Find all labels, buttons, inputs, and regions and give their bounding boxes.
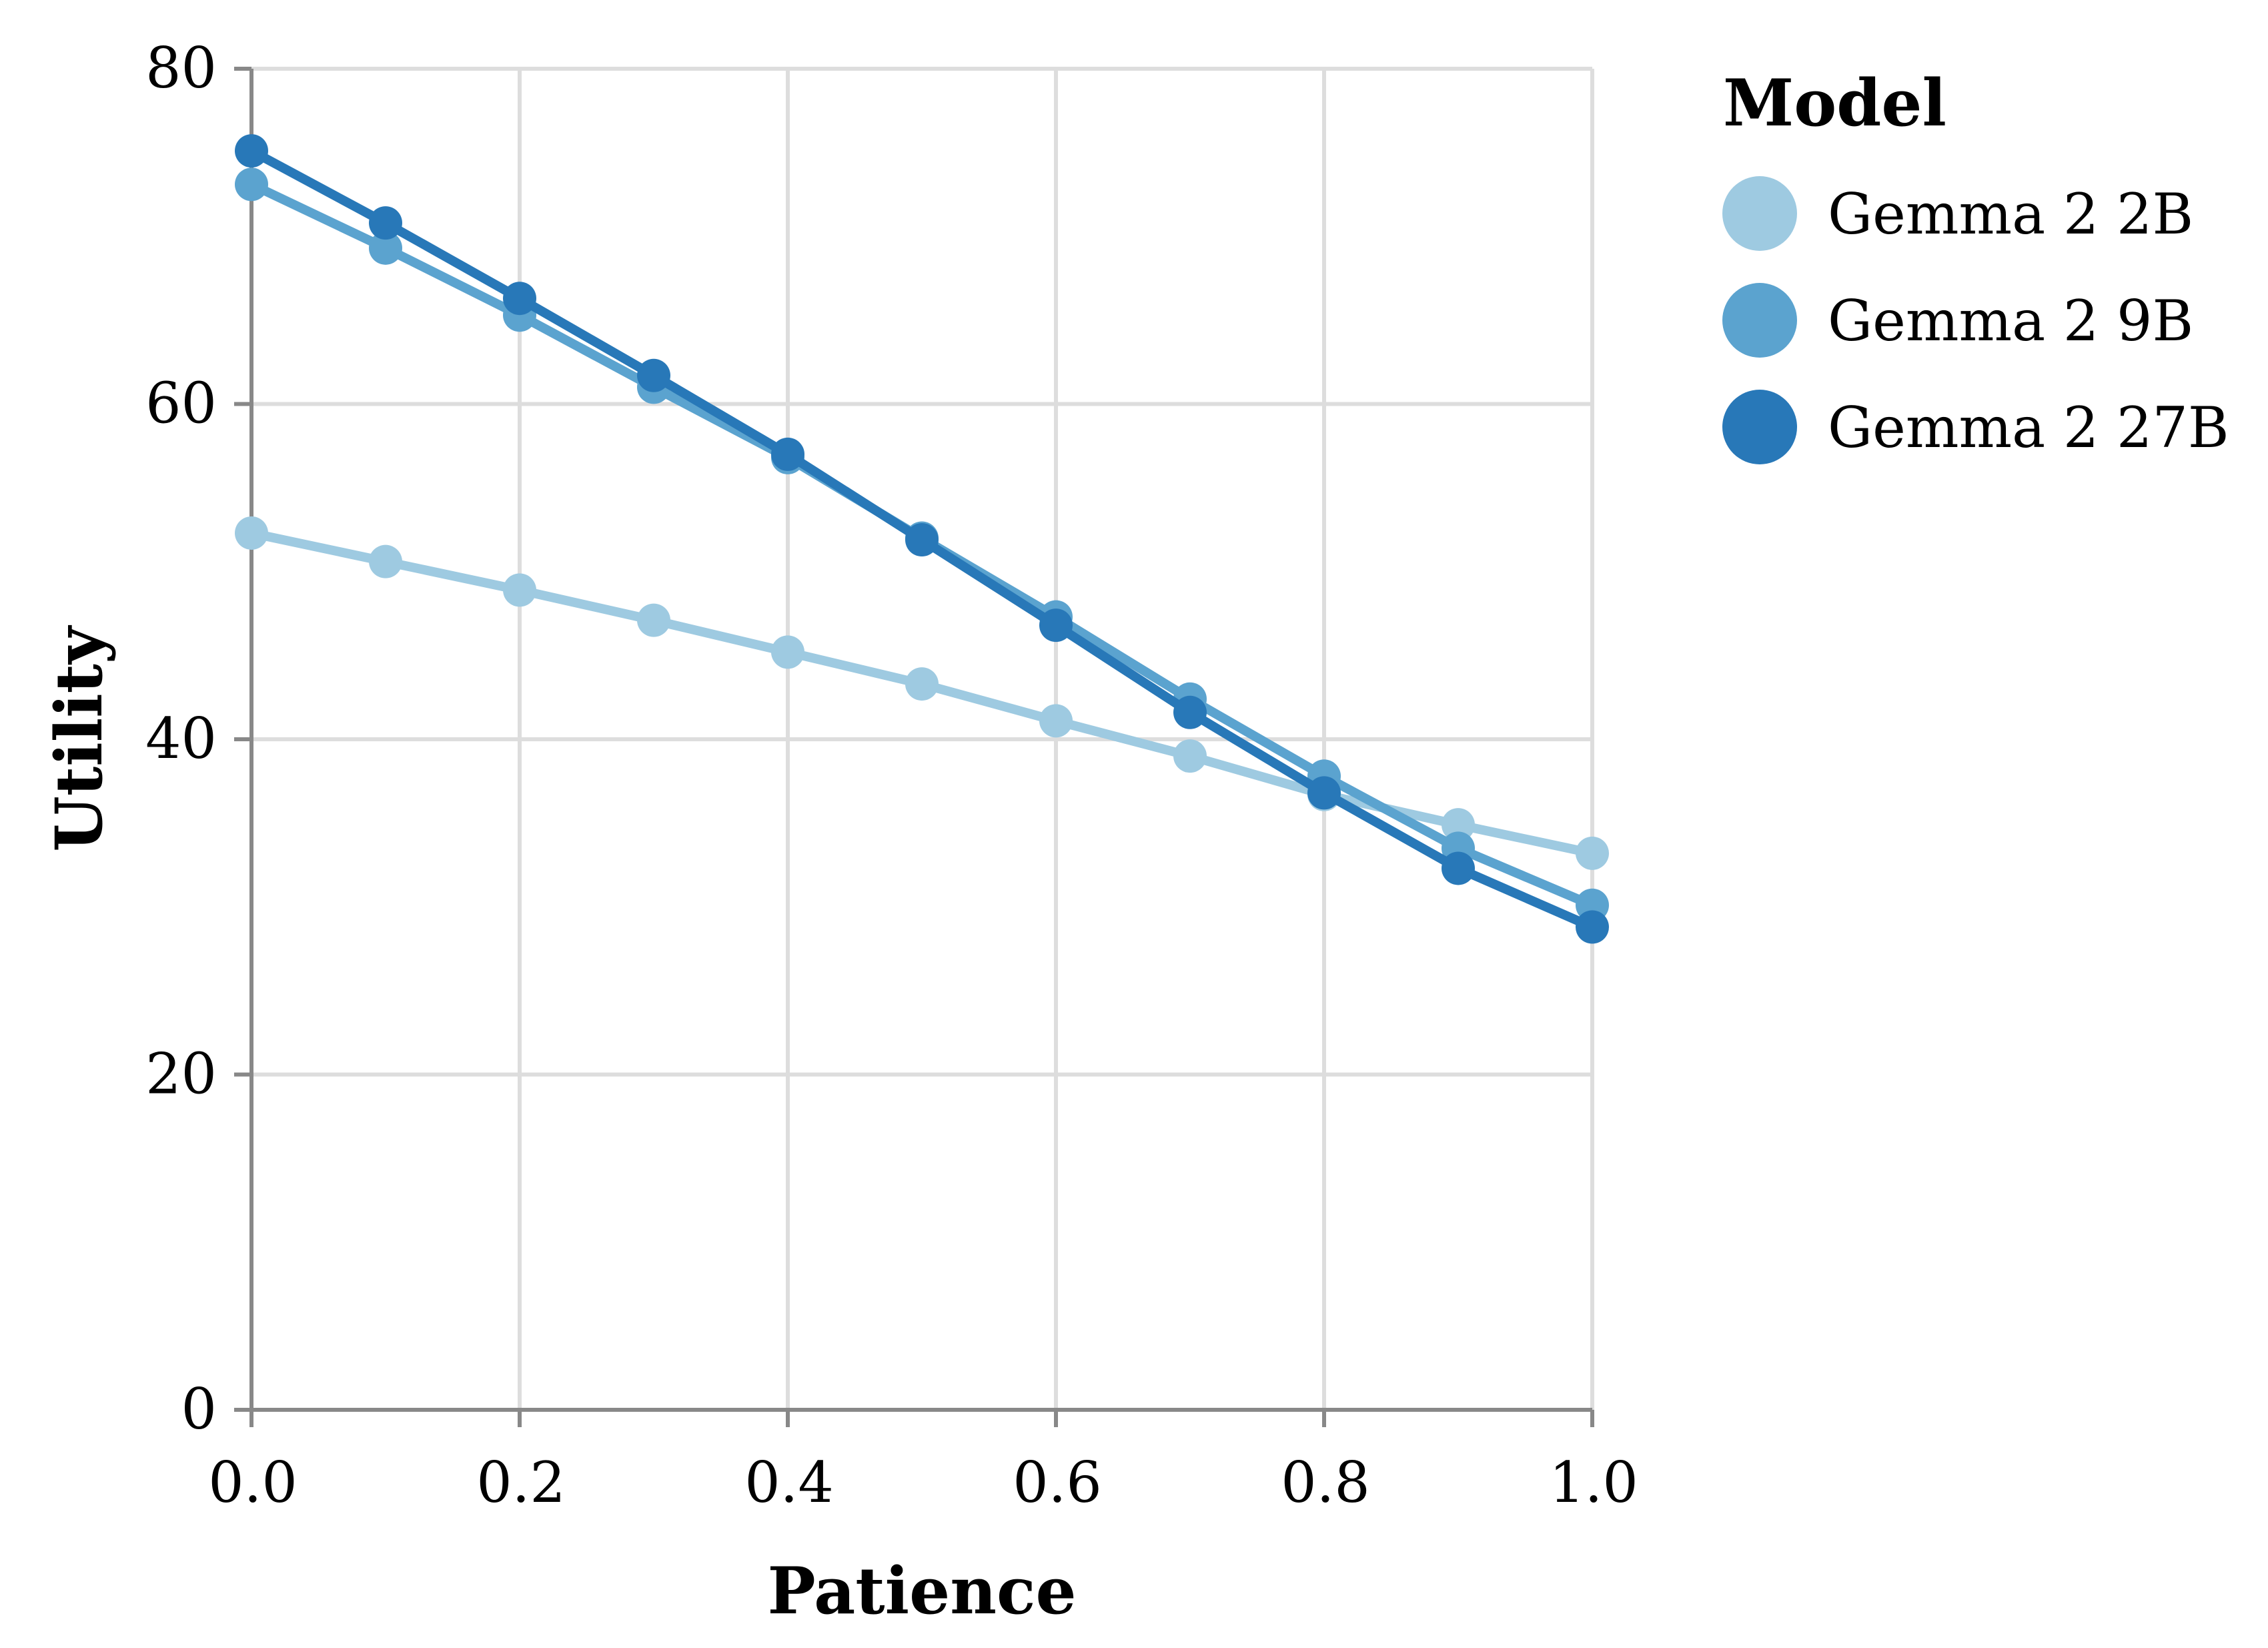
- y-tick-label: 80: [145, 35, 217, 101]
- data-point: [771, 437, 804, 471]
- data-point: [235, 167, 268, 201]
- data-point: [1307, 776, 1341, 810]
- legend-item: Gemma 2 27B: [1722, 390, 2229, 464]
- legend-title: Model: [1723, 65, 1946, 141]
- legend-label: Gemma 2 9B: [1828, 288, 2193, 354]
- x-tick-label: 0.6: [1013, 1450, 1102, 1515]
- legend-label: Gemma 2 27B: [1828, 395, 2229, 460]
- data-point: [503, 573, 536, 607]
- data-point: [235, 134, 268, 168]
- x-tick-label: 0.2: [476, 1450, 566, 1515]
- data-point: [1173, 739, 1207, 773]
- y-axis-ticks: 0 20 40 60 80: [145, 35, 251, 1442]
- data-point: [369, 544, 402, 578]
- x-axis-ticks: 0.0 0.2 0.4 0.6 0.8 1.0: [208, 1410, 1638, 1515]
- data-point: [1576, 836, 1609, 870]
- legend: Model Gemma 2 2B Gemma 2 9B Gemma 2 27B: [1722, 65, 2229, 464]
- y-tick-label: 20: [145, 1042, 217, 1107]
- legend-swatch: [1722, 283, 1797, 358]
- data-point: [637, 358, 670, 392]
- y-tick-label: 0: [181, 1376, 217, 1442]
- data-point: [1442, 851, 1475, 885]
- x-tick-label: 0.4: [744, 1450, 834, 1515]
- data-point: [1039, 704, 1073, 738]
- data-point: [637, 603, 670, 637]
- legend-label: Gemma 2 2B: [1828, 181, 2193, 247]
- y-tick-label: 40: [145, 706, 217, 771]
- y-tick-label: 60: [145, 371, 217, 436]
- series-3: [235, 134, 1609, 944]
- data-point: [503, 282, 536, 316]
- legend-swatch: [1722, 390, 1797, 464]
- data-point: [235, 516, 268, 550]
- legend-item: Gemma 2 2B: [1722, 176, 2193, 251]
- data-point: [1576, 910, 1609, 944]
- grid: [251, 67, 1594, 1410]
- data-point: [905, 667, 939, 701]
- data-point: [1442, 808, 1475, 842]
- series-group: [235, 134, 1609, 944]
- data-point: [1039, 608, 1073, 643]
- data-point: [771, 635, 804, 669]
- legend-item: Gemma 2 9B: [1722, 283, 2193, 358]
- x-axis-title: Patience: [767, 1553, 1076, 1629]
- data-point: [905, 523, 939, 557]
- x-tick-label: 1.0: [1549, 1450, 1638, 1515]
- x-tick-label: 0.0: [208, 1450, 298, 1515]
- legend-swatch: [1722, 176, 1797, 251]
- x-tick-label: 0.8: [1281, 1450, 1370, 1515]
- y-axis-title: Utility: [41, 625, 117, 852]
- data-point: [369, 206, 402, 240]
- data-point: [369, 231, 402, 265]
- data-point: [1173, 695, 1207, 729]
